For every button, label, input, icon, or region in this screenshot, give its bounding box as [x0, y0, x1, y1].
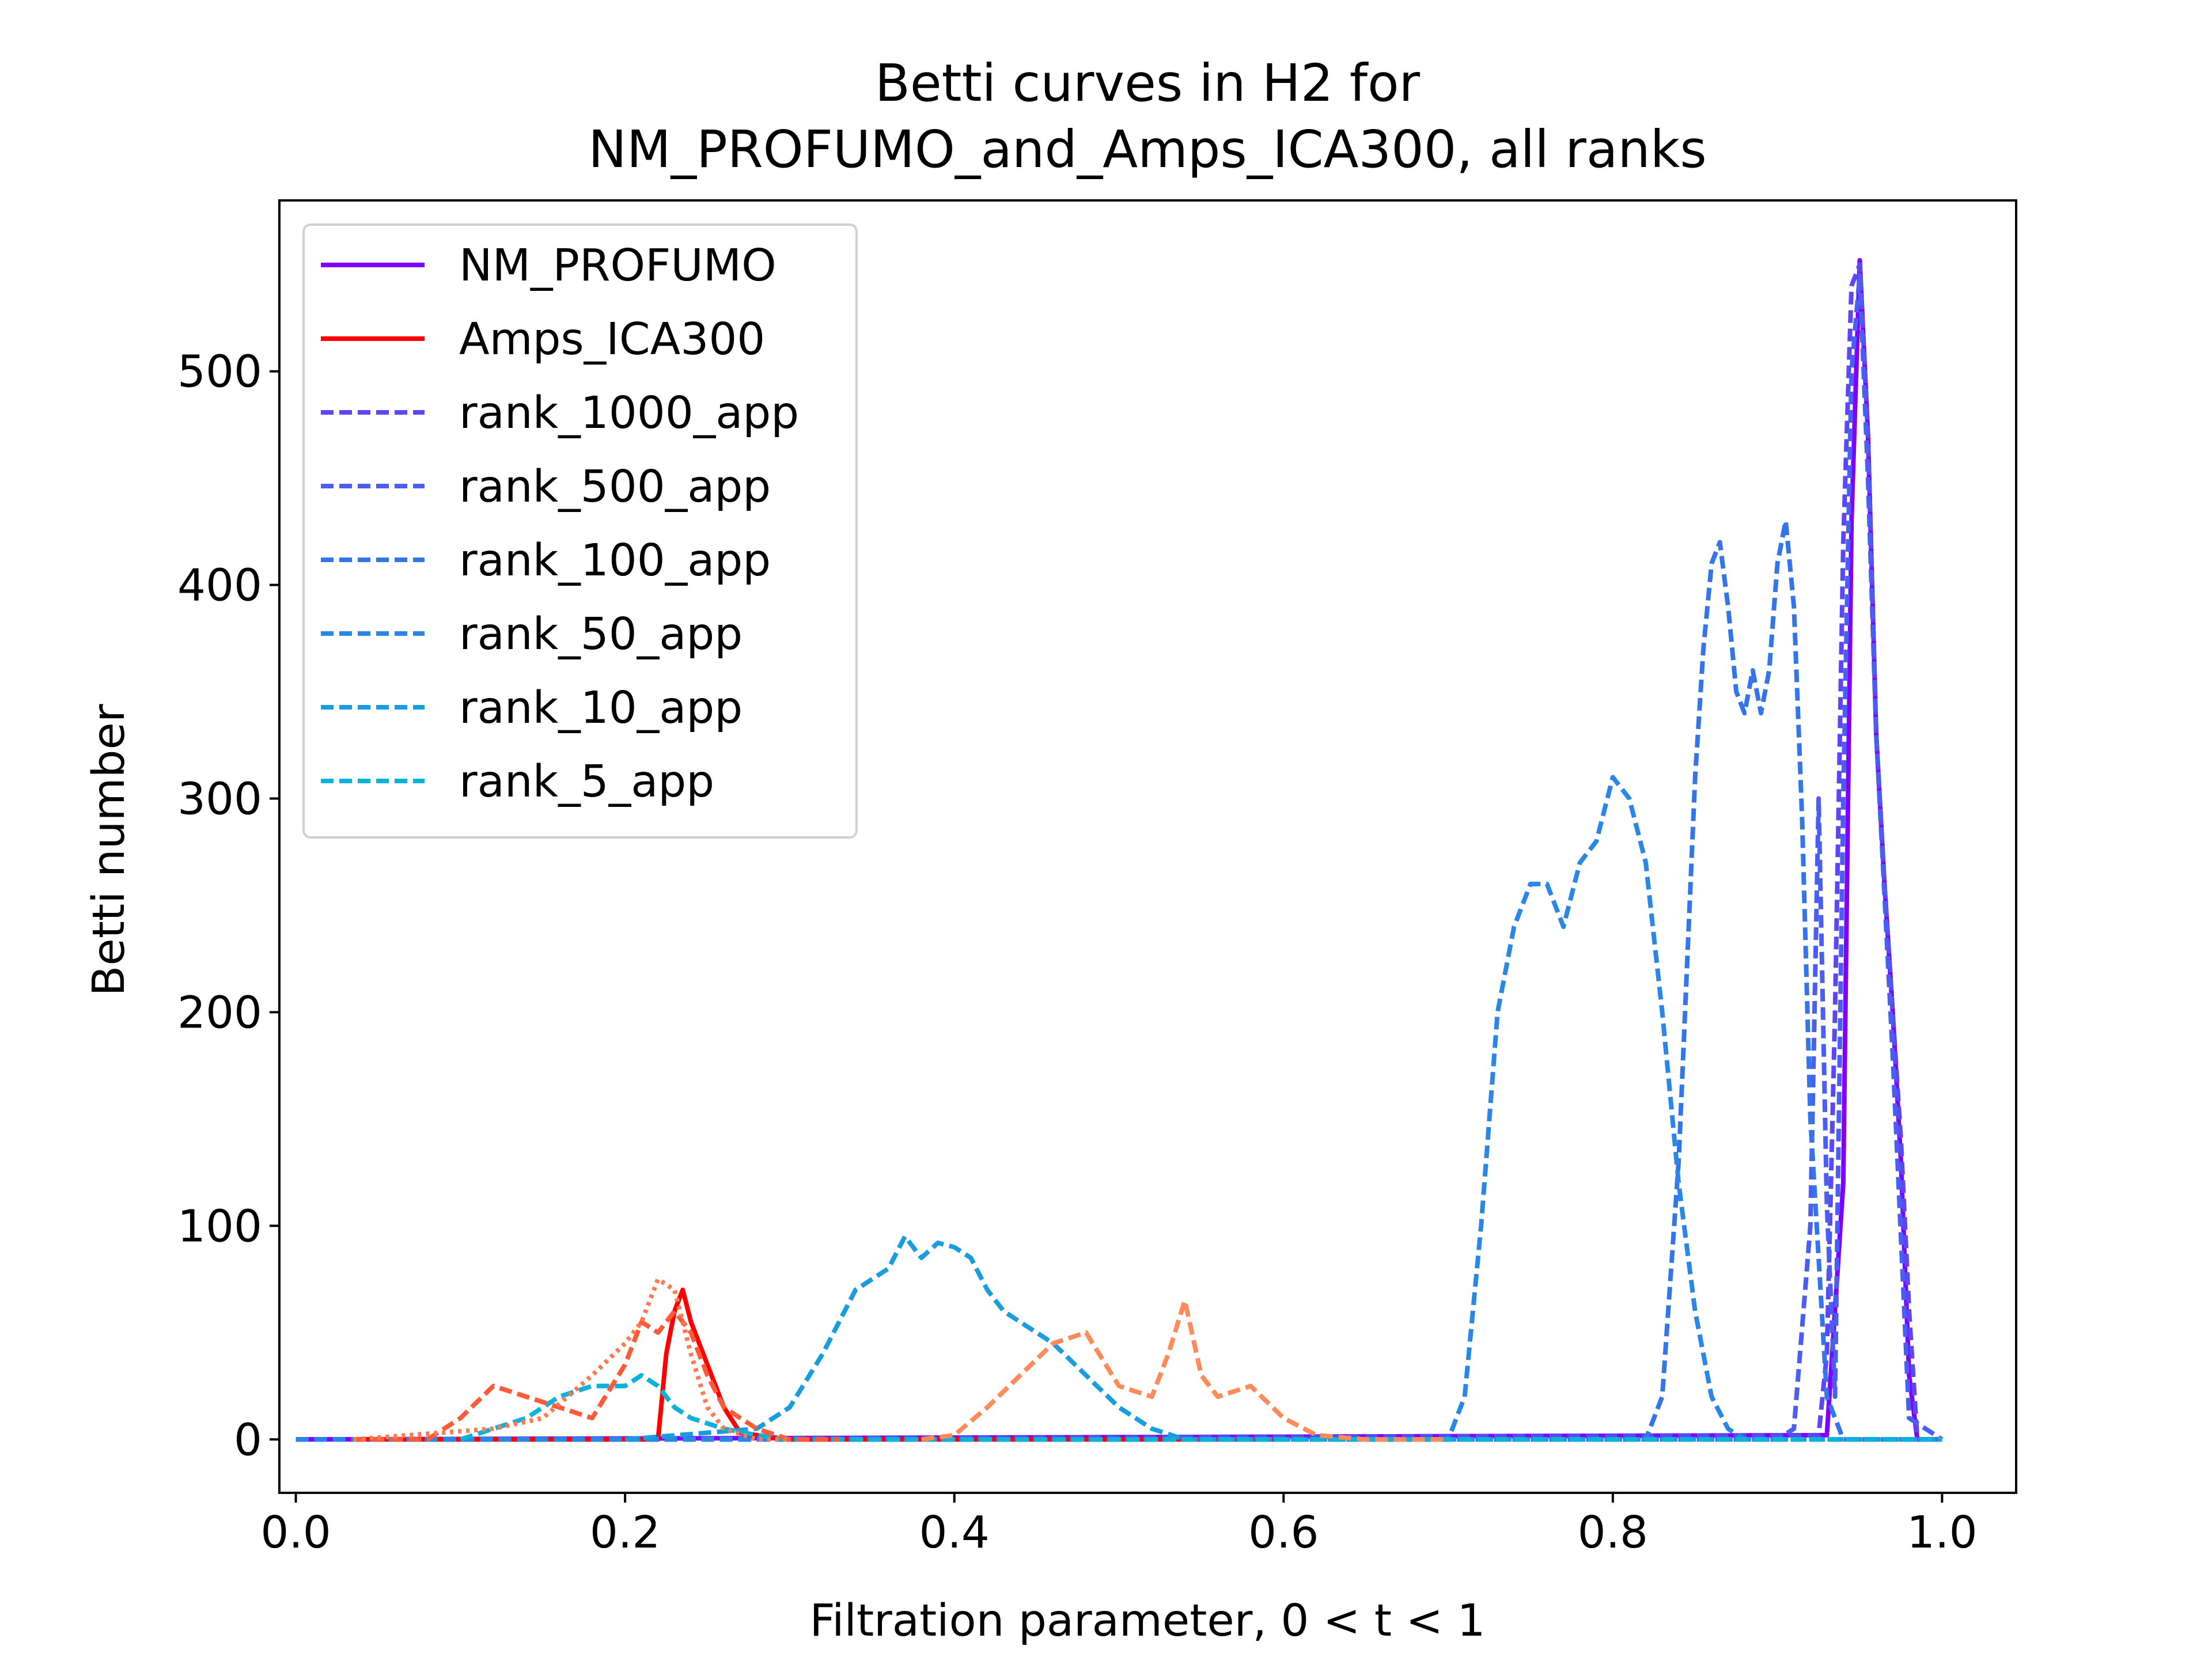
series-line-rank-50-app — [296, 775, 1942, 1442]
x-tick-label: 0.8 — [1578, 1507, 1648, 1558]
legend-label: rank_100_app — [459, 535, 771, 586]
series-line-unlabeled-9 — [353, 1277, 790, 1442]
y-tick-label: 0 — [234, 1414, 262, 1466]
series-line-rank-10-app — [624, 1234, 1942, 1442]
y-tick-label: 400 — [177, 560, 262, 612]
legend: NM_PROFUMO Amps_ICA300 rank_1000_app rank_5… — [302, 223, 858, 839]
legend-label: rank_1000_app — [459, 388, 799, 439]
chart-title-line-2: NM_PROFUMO_and_Amps_ICA300, all ranks — [588, 119, 1706, 179]
series-line-nm-profumo — [296, 257, 1942, 1442]
x-tick-label: 0.2 — [590, 1507, 660, 1558]
x-tick-label: 0.0 — [260, 1507, 331, 1558]
legend-label: rank_10_app — [459, 682, 743, 734]
x-axis-label: Filtration parameter, 0 < t < 1 — [809, 1595, 1485, 1647]
x-tick-label: 0.6 — [1248, 1507, 1319, 1558]
legend-label: rank_500_app — [459, 461, 771, 513]
series-line-rank-100-app — [296, 518, 1942, 1442]
x-tick-label: 0.4 — [919, 1507, 989, 1558]
axes: 0.0 0.2 0.4 0.6 0.8 1.0 0 100 200 300 400 500 — [177, 199, 2017, 1558]
series-line-amps-ica300 — [353, 1287, 1284, 1442]
legend-label: Amps_ICA300 — [459, 314, 765, 365]
chart-title-line-1: Betti curves in H2 for — [875, 53, 1421, 113]
y-axis-label: Betti number — [84, 704, 135, 996]
plot-area — [296, 257, 1944, 1442]
legend-label: rank_5_app — [459, 756, 714, 807]
series-line-unlabeled-10 — [921, 1298, 1449, 1442]
legend-box — [302, 223, 858, 839]
series-lines — [296, 257, 1944, 1442]
legend-label: rank_50_app — [459, 609, 743, 660]
series-line-unlabeled-8 — [353, 1309, 839, 1442]
y-tick-label: 500 — [177, 347, 262, 398]
series-line-rank-500-app — [296, 272, 1944, 1442]
y-tick-label: 100 — [177, 1201, 262, 1252]
x-tick-label: 1.0 — [1907, 1507, 1977, 1558]
y-tick-label: 200 — [177, 987, 262, 1038]
plot-frame — [278, 199, 2017, 1494]
legend-label: NM_PROFUMO — [459, 240, 777, 291]
y-tick-label: 300 — [177, 774, 262, 825]
